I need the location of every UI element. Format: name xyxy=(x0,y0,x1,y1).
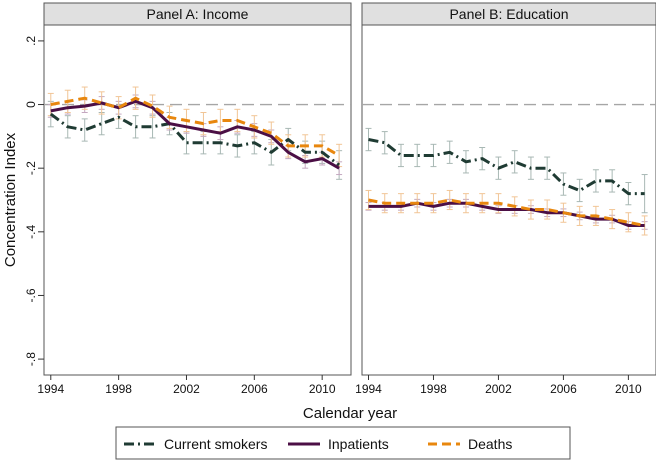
panel-b-title: Panel B: Education xyxy=(449,6,568,22)
y-tick-label: -.2 xyxy=(24,161,38,175)
x-tick-label: 2010 xyxy=(309,382,336,396)
series-line-deaths xyxy=(50,96,340,157)
x-tick-label: 2010 xyxy=(615,382,642,396)
y-tick-label: -.6 xyxy=(24,288,38,302)
panel-b: Panel B: Education xyxy=(361,2,656,376)
x-tick-label: 2006 xyxy=(550,382,577,396)
panel-b-marks xyxy=(362,103,656,236)
x-tick-label: 1998 xyxy=(420,382,447,396)
x-tick-label: 2002 xyxy=(173,382,200,396)
series-line-smokers xyxy=(368,138,645,196)
y-tick-label: 0 xyxy=(24,101,38,108)
y-tick-label: -.4 xyxy=(24,224,38,238)
x-tick-label: 2006 xyxy=(241,382,268,396)
legend: Current smokers Inpatients Deaths xyxy=(115,426,571,460)
y-tick-label: .2 xyxy=(24,36,38,46)
panel-a: Panel A: Income xyxy=(43,2,352,376)
legend-items: Current smokers Inpatients Deaths xyxy=(124,436,512,452)
x-tick-label: 1994 xyxy=(355,382,382,396)
panel-b-plot-area xyxy=(361,24,656,376)
legend-label-inpatients: Inpatients xyxy=(328,436,389,452)
y-tick-label: -.8 xyxy=(24,352,38,366)
legend-box xyxy=(115,426,571,460)
x-tick-label: 2002 xyxy=(485,382,512,396)
panel-a-title: Panel A: Income xyxy=(147,6,249,22)
legend-label-smokers: Current smokers xyxy=(164,436,267,452)
panel-a-plot-area xyxy=(43,24,352,376)
y-axis-title: Concentration Index xyxy=(2,132,19,267)
y-axis: .2 0 -.2 -.4 -.6 -.8 xyxy=(24,36,44,366)
panel-a-marks xyxy=(44,86,351,180)
panel-b-x-axis: 1994 1998 2002 2006 2010 xyxy=(355,375,642,396)
x-tick-label: 1998 xyxy=(105,382,132,396)
series-line-smokers xyxy=(49,112,341,167)
series-line-deaths xyxy=(368,198,645,227)
panel-a-x-axis: 1994 1998 2002 2006 2010 xyxy=(37,375,336,396)
legend-label-deaths: Deaths xyxy=(468,436,512,452)
x-axis-title: Calendar year xyxy=(303,405,397,422)
x-tick-label: 1994 xyxy=(37,382,64,396)
